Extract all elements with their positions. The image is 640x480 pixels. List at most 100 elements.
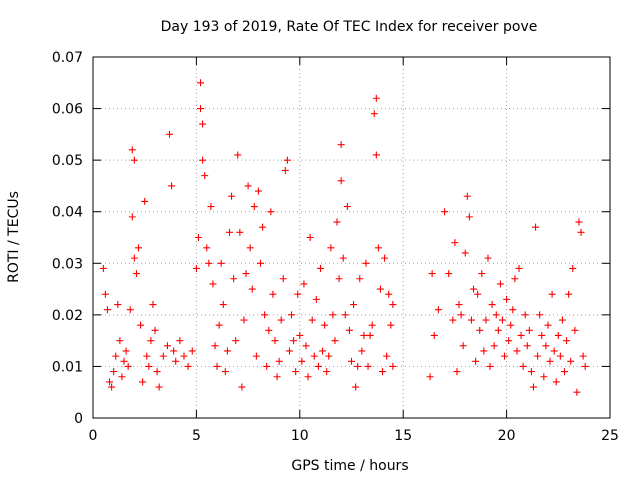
data-point (498, 316, 506, 324)
data-point (199, 156, 207, 164)
data-point (283, 156, 291, 164)
data-point (372, 94, 380, 102)
data-point (352, 383, 360, 391)
data-point (503, 295, 511, 303)
data-point (459, 342, 467, 350)
data-point (441, 208, 449, 216)
data-point (298, 357, 306, 365)
data-point (310, 352, 318, 360)
y-tick-label: 0 (74, 411, 83, 427)
data-point (294, 290, 302, 298)
data-point (494, 326, 502, 334)
data-point (184, 362, 192, 370)
data-point (486, 362, 494, 370)
data-point (199, 120, 207, 128)
data-point (389, 301, 397, 309)
data-point (108, 383, 116, 391)
data-point (358, 347, 366, 355)
data-point (275, 357, 283, 365)
data-point (277, 316, 285, 324)
data-point (159, 352, 167, 360)
data-point (132, 270, 140, 278)
data-point (120, 357, 128, 365)
data-point (101, 290, 109, 298)
data-point (290, 337, 298, 345)
data-point (476, 326, 484, 334)
data-point (269, 290, 277, 298)
data-point (248, 285, 256, 293)
data-point (323, 368, 331, 376)
data-point (225, 228, 233, 236)
data-point (445, 270, 453, 278)
data-point (449, 316, 457, 324)
data-point (470, 285, 478, 293)
data-point (376, 285, 384, 293)
data-point (197, 105, 205, 113)
data-point (273, 373, 281, 381)
data-point (569, 264, 577, 272)
data-point (364, 362, 372, 370)
data-point (333, 218, 341, 226)
data-point (234, 151, 242, 159)
data-point (482, 316, 490, 324)
data-point (387, 321, 395, 329)
data-point (563, 337, 571, 345)
data-point (341, 311, 349, 319)
data-point (453, 368, 461, 376)
x-tick-label: 5 (192, 428, 201, 444)
data-point (257, 259, 265, 267)
data-point (556, 352, 564, 360)
data-point (281, 166, 289, 174)
data-point (246, 244, 254, 252)
data-points (99, 79, 589, 396)
data-point (213, 362, 221, 370)
data-point (327, 244, 335, 252)
data-point (573, 388, 581, 396)
data-point (552, 378, 560, 386)
data-point (331, 337, 339, 345)
y-axis-label: ROTI / TECUs (6, 191, 22, 283)
data-point (348, 357, 355, 365)
data-point (321, 321, 329, 329)
data-point (217, 259, 225, 267)
data-point (544, 321, 552, 329)
data-point (110, 368, 118, 376)
data-point (106, 378, 114, 386)
data-point (529, 383, 537, 391)
data-point (366, 331, 374, 339)
data-point (538, 331, 546, 339)
data-point (254, 187, 262, 195)
data-point (259, 223, 267, 231)
data-point (515, 264, 523, 272)
data-point (265, 326, 273, 334)
data-point (172, 357, 180, 365)
data-point (221, 368, 229, 376)
data-point (511, 275, 519, 283)
data-point (314, 362, 322, 370)
data-point (325, 352, 333, 360)
data-point (339, 254, 347, 262)
data-point (116, 337, 124, 345)
data-point (240, 316, 248, 324)
data-point (381, 254, 389, 262)
data-point (192, 264, 200, 272)
data-point (300, 280, 308, 288)
data-point (581, 362, 589, 370)
data-point (465, 213, 473, 221)
data-point (126, 306, 134, 314)
data-point (285, 347, 293, 355)
y-tick-label: 0.02 (52, 308, 83, 324)
data-point (296, 331, 304, 339)
data-point (360, 331, 368, 339)
data-point (118, 373, 126, 381)
data-point (490, 342, 498, 350)
data-point (337, 141, 345, 149)
data-point (207, 203, 215, 211)
data-point (141, 197, 149, 205)
data-point (261, 311, 269, 319)
data-point (209, 280, 217, 288)
y-tick-label: 0.06 (52, 102, 83, 118)
data-point (308, 316, 316, 324)
data-point (509, 306, 517, 314)
data-point (472, 357, 480, 365)
